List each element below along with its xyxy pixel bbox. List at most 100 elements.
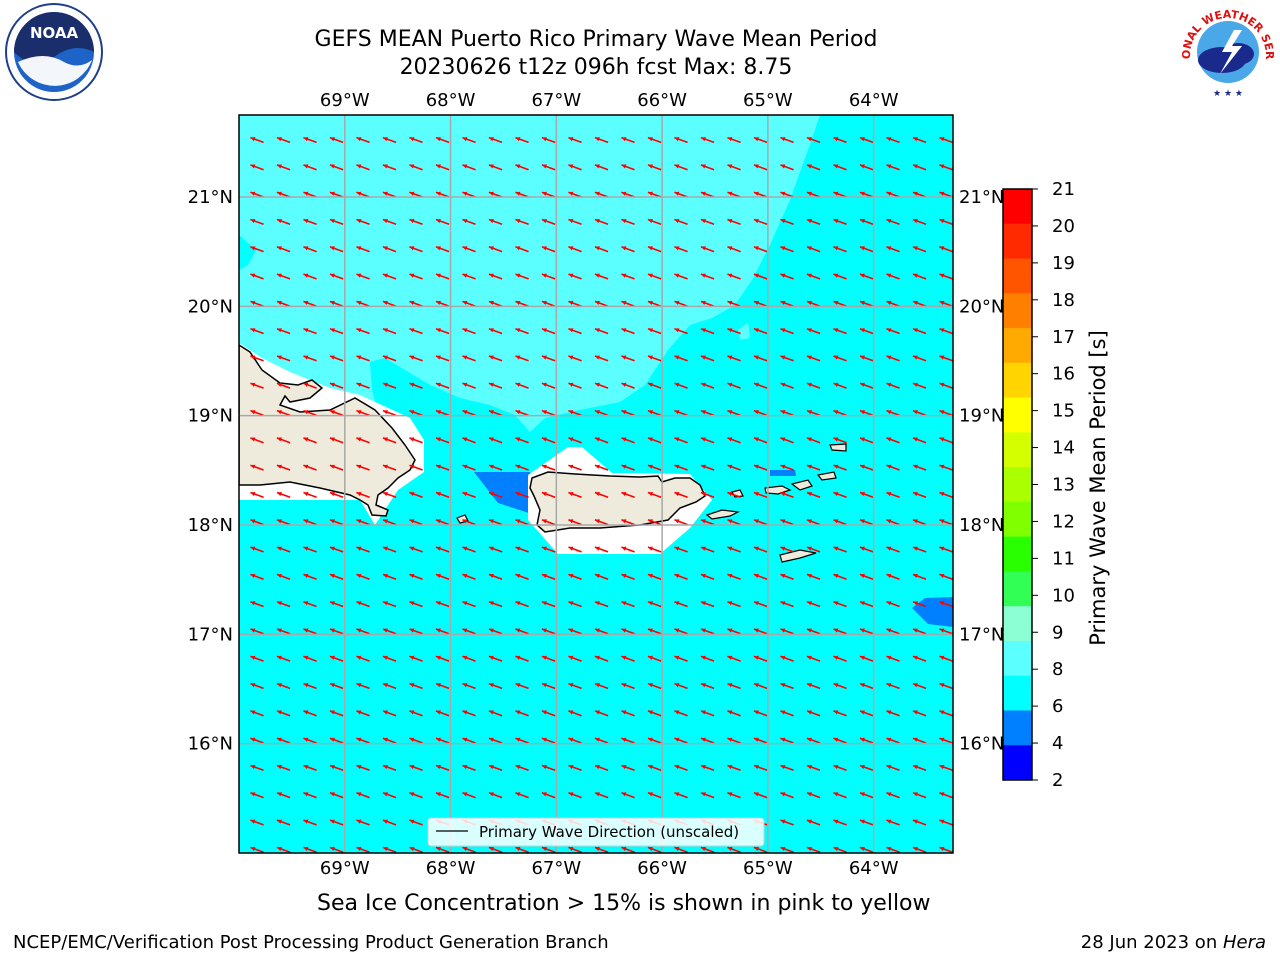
colorbar-tick-label: 9: [1052, 622, 1063, 643]
wave-arrow: [382, 327, 397, 335]
wave-arrow: [780, 273, 794, 280]
wave-arrow: [303, 628, 317, 635]
wave-arrow: [356, 164, 370, 171]
wave-arrow: [250, 218, 264, 226]
wave-arrow: [780, 464, 794, 471]
wave-arrow: [859, 819, 874, 826]
wave-arrow: [568, 682, 582, 690]
wave-arrow: [833, 573, 847, 580]
wave-arrow: [621, 409, 635, 417]
wave-arrow: [382, 437, 397, 444]
wave-arrow: [541, 600, 556, 608]
wave-arrow: [276, 710, 291, 717]
wave-arrow: [303, 409, 317, 417]
wave-arrow: [674, 764, 688, 772]
wave-arrow: [621, 464, 635, 471]
wave-arrow: [515, 491, 529, 499]
wave-arrow: [356, 819, 370, 826]
wave-arrow: [568, 218, 582, 226]
wave-arrow: [727, 464, 741, 471]
wave-arrow: [674, 737, 688, 744]
wave-arrow: [912, 764, 927, 772]
wave-arrow: [303, 164, 317, 171]
wave-arrow: [859, 464, 874, 471]
wave-arrow: [780, 136, 794, 144]
wave-arrow: [912, 573, 927, 580]
wave-arrow: [753, 846, 768, 853]
wave-arrow: [435, 792, 450, 799]
wave-arrow: [382, 218, 397, 226]
sea-ice-caption: Sea Ice Concentration > 15% is shown in …: [317, 891, 931, 916]
wave-arrow: [780, 355, 794, 362]
colorbar-swatch: [1003, 362, 1032, 399]
colorbar-swatch: [1003, 745, 1032, 781]
wave-arrow: [780, 792, 794, 799]
wave-arrow: [462, 382, 476, 389]
wave-arrow: [568, 737, 582, 744]
wave-arrow: [753, 491, 768, 499]
wave-arrow: [409, 164, 423, 171]
wave-arrow: [700, 464, 715, 471]
wave-arrow: [568, 409, 582, 417]
wave-arrow: [727, 519, 741, 526]
wave-arrow: [780, 846, 794, 853]
wave-arrow: [833, 491, 847, 499]
wave-arrow: [727, 409, 741, 417]
wave-arrow: [250, 519, 264, 526]
wave-arrow: [568, 164, 582, 171]
wave-arrow: [488, 519, 503, 526]
svg-text:★ ★ ★: ★ ★ ★: [1213, 89, 1243, 99]
wave-arrow: [462, 846, 476, 853]
wave-arrow: [753, 300, 768, 307]
wave-arrow: [674, 628, 688, 635]
wave-arrow: [356, 491, 370, 499]
wave-arrow: [780, 573, 794, 580]
wave-arrow: [886, 464, 900, 471]
wave-arrow: [329, 682, 344, 690]
wave-arrow: [382, 273, 397, 280]
wave-arrow: [886, 682, 900, 690]
wave-arrow: [594, 437, 609, 444]
wave-arrow: [541, 628, 556, 635]
wave-arrow: [329, 519, 344, 526]
land-virgin-islands: [764, 485, 792, 495]
wave-arrow: [727, 273, 741, 280]
wave-arrow: [886, 218, 900, 226]
wave-arrow: [647, 573, 662, 580]
wave-arrow: [541, 437, 556, 444]
wave-arrow: [833, 546, 847, 553]
wave-arrow: [382, 655, 397, 662]
wave-arrow: [912, 191, 927, 198]
wave-arrow: [647, 246, 662, 253]
wave-arrow: [806, 792, 821, 799]
wave-arrow: [700, 710, 715, 717]
wave-arrow: [753, 519, 768, 526]
wave-arrow: [329, 655, 344, 662]
wave-arrow: [621, 164, 635, 171]
wave-arrow: [541, 519, 556, 526]
wave-arrow: [462, 600, 476, 608]
wave-arrow: [541, 246, 556, 253]
wave-arrow: [647, 300, 662, 307]
wave-arrow: [647, 409, 662, 417]
wave-arrow: [409, 682, 423, 690]
wave-arrow: [912, 491, 927, 499]
wave-arrow: [674, 464, 688, 471]
wave-arrow: [276, 246, 291, 253]
wave-arrow: [382, 136, 397, 144]
wave-arrow: [276, 136, 291, 144]
wave-arrow: [515, 764, 529, 772]
wave-arrow: [568, 764, 582, 772]
wave-arrow: [303, 218, 317, 226]
wave-arrow: [541, 573, 556, 580]
wave-arrow: [806, 491, 821, 499]
wave-arrow: [939, 355, 953, 362]
lat-tick-label-left: 20°N: [188, 296, 233, 317]
wave-arrow: [674, 136, 688, 144]
wave-arrow: [859, 409, 874, 417]
wave-arrow: [886, 737, 900, 744]
wave-arrow: [833, 464, 847, 471]
wave-arrow: [806, 437, 821, 444]
wave-arrow: [700, 546, 715, 553]
wave-arrow: [939, 273, 953, 280]
